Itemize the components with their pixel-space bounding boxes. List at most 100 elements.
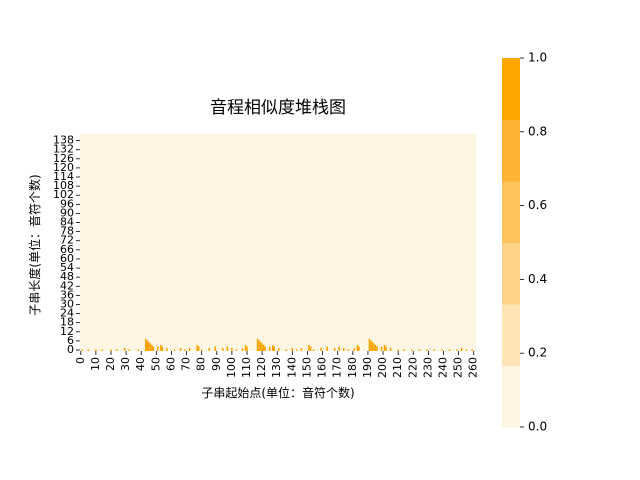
heatmap-cell: [385, 346, 387, 351]
heatmap-cell: [200, 349, 203, 351]
heatmap-cell: [144, 338, 147, 351]
heatmap-cell: [264, 346, 266, 351]
heatmap-cell: [418, 349, 421, 351]
heatmap-cell: [149, 343, 152, 351]
x-tick-label: 230: [421, 357, 434, 378]
x-tick-label: 220: [406, 357, 419, 378]
x-tick-label: 200: [376, 357, 389, 378]
heatmap-cell: [358, 346, 360, 351]
heatmap-cell: [285, 349, 288, 351]
heatmap-cell: [146, 340, 149, 351]
y-tick-label: 120: [53, 161, 74, 174]
heatmap-cell: [95, 349, 97, 351]
colorbar-segment: [502, 242, 520, 305]
heatmap-cell: [259, 341, 262, 351]
y-axis-label: 子串长度(单位：音符个数): [27, 174, 42, 315]
colorbar-segment: [502, 181, 520, 243]
heatmap-cell: [291, 347, 294, 351]
heatmap-cell: [320, 347, 322, 351]
y-tick-label: 126: [53, 152, 74, 165]
x-tick-label: 160: [316, 357, 329, 378]
plot-area: [80, 134, 476, 351]
heatmap-cell: [353, 347, 356, 351]
heatmap-cell: [87, 349, 90, 351]
colorbar: [502, 58, 520, 428]
x-tick-label: 20: [104, 357, 117, 371]
heatmap-cell: [300, 347, 303, 351]
y-tick-label: 30: [60, 297, 74, 310]
x-tick-label: 90: [210, 357, 223, 371]
x-tick-label: 40: [134, 357, 147, 371]
heatmap-cell: [226, 346, 229, 351]
x-axis-label: 子串起始点(单位：音符个数): [201, 385, 354, 400]
x-tick-label: 250: [452, 357, 465, 378]
heatmap-cell: [148, 341, 150, 351]
heatmap-cell: [137, 349, 139, 351]
x-tick-label: 240: [437, 357, 450, 378]
heatmap-cell: [128, 349, 130, 351]
y-tick-label: 24: [60, 307, 74, 320]
heatmap-cell: [184, 349, 186, 351]
colorbar-tick-label: 0.4: [528, 272, 547, 286]
heatmap-cell: [246, 346, 248, 351]
y-tick-label: 84: [60, 216, 74, 229]
y-tick-label: 108: [53, 179, 74, 192]
heatmap-cell: [397, 349, 399, 351]
heatmap-cell: [271, 344, 274, 351]
heatmap-cell: [371, 341, 374, 351]
colorbar-tick-label: 0.6: [528, 198, 547, 212]
x-tick-label: 50: [149, 357, 162, 371]
heatmap-cell: [433, 349, 436, 351]
heatmap-cell: [157, 346, 159, 351]
heatmap-cell: [465, 349, 467, 351]
colorbar-segment: [502, 365, 520, 428]
heatmap-cell: [244, 344, 247, 351]
x-tick-label: 180: [346, 357, 359, 378]
heatmap-cell: [235, 349, 238, 351]
heatmap-cell: [231, 347, 233, 351]
heatmap-cell: [374, 344, 377, 351]
colorbar-tick-label: 0.2: [528, 346, 547, 360]
heatmap-cell: [261, 343, 263, 351]
heatmap-cell: [151, 344, 153, 351]
y-tick-label: 54: [60, 261, 74, 274]
x-tick-label: 0: [74, 357, 87, 364]
heatmap-cell: [376, 346, 378, 351]
x-tick-label: 190: [361, 357, 374, 378]
y-tick-label: 12: [60, 325, 74, 338]
heatmap-cells: [81, 338, 473, 351]
heatmap-cell: [380, 346, 383, 351]
x-tick-label: 10: [89, 357, 102, 371]
y-tick-label: 114: [53, 170, 74, 183]
y-tick-label: 42: [60, 279, 74, 292]
colorbar-tick-label: 0.0: [528, 420, 547, 434]
heatmap-cell: [123, 347, 126, 351]
y-tick-label: 66: [60, 243, 74, 256]
heatmap-cell: [152, 346, 155, 351]
heatmap-cell: [110, 349, 112, 351]
y-axis-ticks: 0612182430364248546066727884909610210811…: [53, 134, 80, 356]
y-tick-label: 90: [60, 206, 74, 219]
heatmap-cell: [373, 343, 375, 351]
colorbar-segment: [502, 58, 520, 120]
x-tick-label: 150: [300, 357, 313, 378]
x-axis-ticks: 0 10 20 30 40 50 60 70 80 90 100 110 120 130 140 150 160…: [74, 351, 480, 378]
heatmap-cell: [326, 346, 328, 351]
heatmap-cell: [222, 347, 224, 351]
heatmap-cell: [173, 349, 176, 351]
heatmap-cell: [403, 349, 405, 351]
colorbar-segment: [502, 304, 520, 366]
heatmap-cell: [441, 349, 443, 351]
heatmap-cell: [268, 346, 271, 351]
heatmap-cell: [426, 349, 428, 351]
heatmap-cell: [296, 349, 298, 351]
heatmap-cell: [308, 344, 310, 351]
y-tick-label: 60: [60, 252, 74, 265]
x-tick-label: 260: [467, 357, 480, 378]
x-tick-label: 110: [240, 357, 253, 378]
heatmap-cell: [342, 347, 345, 351]
heatmap-cell: [208, 347, 210, 351]
heatmap-cell: [338, 346, 340, 351]
heatmap-cell: [116, 349, 118, 351]
